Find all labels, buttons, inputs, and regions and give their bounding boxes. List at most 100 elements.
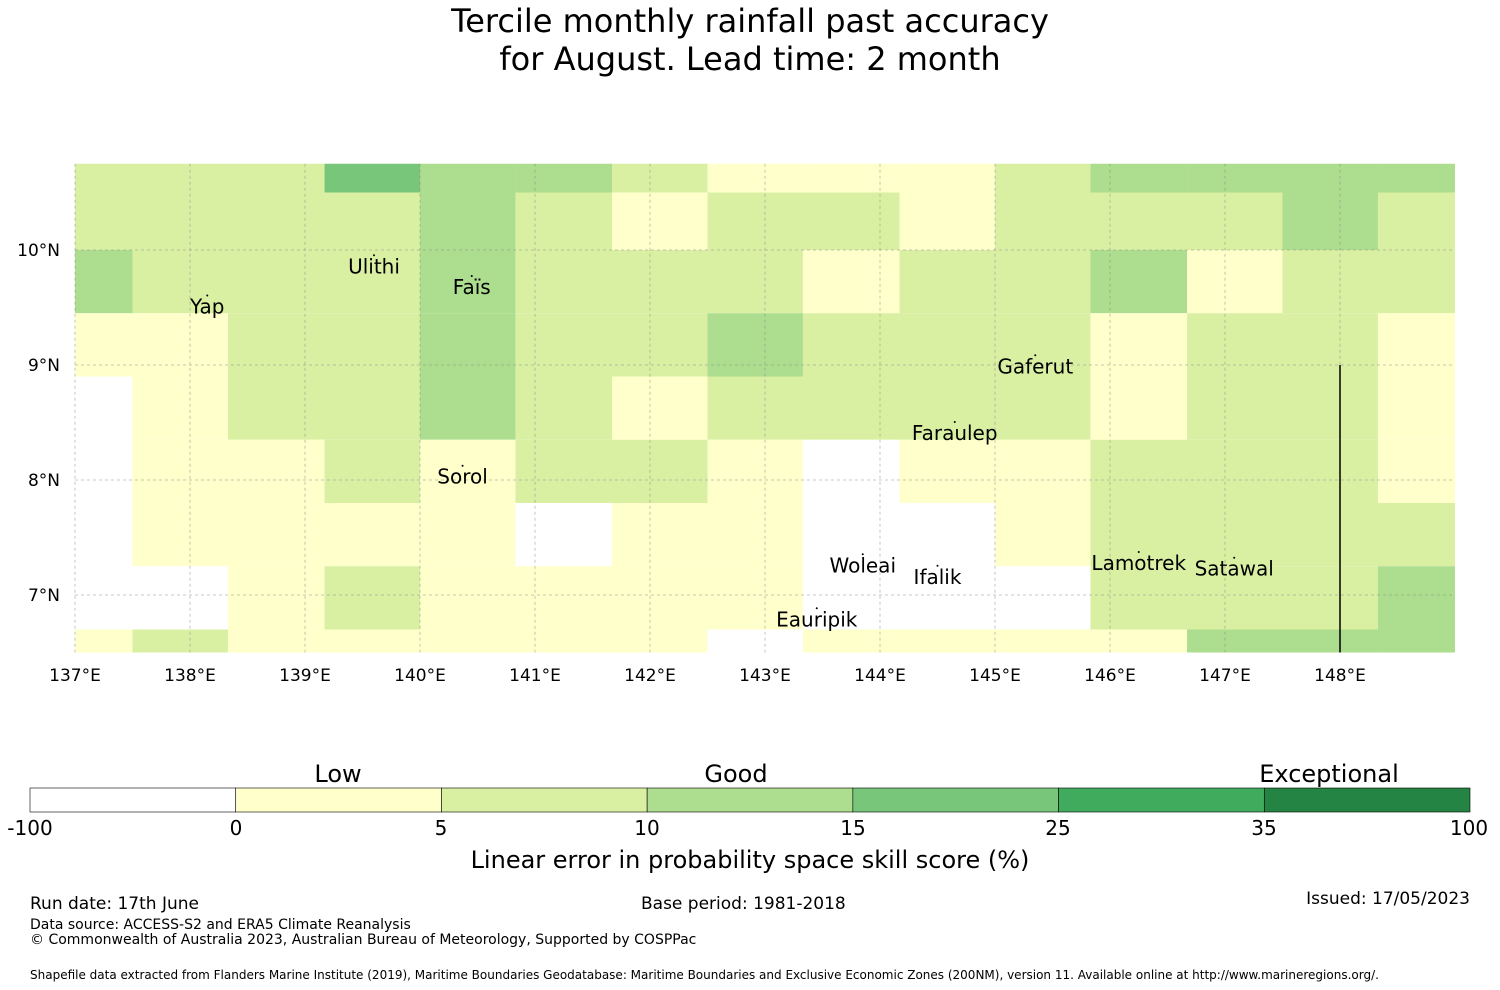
- grid-cell: [612, 192, 708, 250]
- island-label: Yap: [189, 295, 224, 319]
- chart-title: Tercile monthly rainfall past accuracy f…: [0, 2, 1500, 78]
- longitude-label: 145°E: [969, 666, 1021, 686]
- island-marker: [815, 607, 818, 610]
- grid-cell: [227, 439, 325, 503]
- grid-cell: [995, 629, 1091, 653]
- grid-cell: [707, 629, 803, 653]
- grid-cell: [1282, 376, 1378, 440]
- grid-cell: [802, 629, 900, 653]
- grid-cell: [227, 250, 325, 314]
- grid-cell: [75, 629, 133, 653]
- run-date: Run date: 17th June: [30, 894, 199, 914]
- grid-cell: [899, 629, 995, 653]
- grid-cell: [899, 503, 995, 567]
- colorbar-segment: [1058, 787, 1265, 813]
- island-marker: [1137, 550, 1140, 553]
- island-marker: [470, 274, 473, 277]
- grid-cell: [227, 192, 325, 250]
- grid-cell: [515, 376, 613, 440]
- colorbar-tick: 25: [1045, 816, 1071, 840]
- grid-cell: [1377, 503, 1455, 567]
- island-marker: [1034, 354, 1037, 357]
- data-source: Data source: ACCESS-S2 and ERA5 Climate …: [30, 917, 411, 933]
- colorbar-label-good: Good: [704, 760, 768, 788]
- grid-cell: [420, 250, 516, 314]
- grid-cell: [995, 566, 1091, 630]
- grid-cell: [1090, 439, 1188, 503]
- grid-cell: [75, 376, 133, 440]
- grid-cell: [1090, 313, 1188, 377]
- grid-cell: [324, 503, 420, 567]
- grid-cell: [802, 439, 900, 503]
- grid-cell: [612, 439, 708, 503]
- colorbar-label-exceptional: Exceptional: [1259, 760, 1399, 788]
- grid-cell: [1377, 163, 1455, 193]
- longitude-label: 141°E: [509, 666, 561, 686]
- grid-cell: [515, 503, 613, 567]
- grid-cell: [420, 163, 516, 193]
- grid-cell: [75, 439, 133, 503]
- copyright: © Commonwealth of Australia 2023, Austra…: [30, 932, 697, 948]
- grid-cell: [1187, 250, 1283, 314]
- grid-cell: [1187, 629, 1283, 653]
- grid-cell: [132, 250, 228, 314]
- island-marker: [461, 464, 464, 467]
- longitude-label: 140°E: [394, 666, 446, 686]
- island-label: Faïs: [453, 275, 491, 299]
- grid-cell: [132, 163, 228, 193]
- grid-cell: [899, 376, 995, 440]
- grid-cell: [132, 376, 228, 440]
- grid-cell: [1377, 439, 1455, 503]
- grid-cell: [420, 376, 516, 440]
- colorbar-title: Linear error in probability space skill …: [470, 846, 1030, 874]
- grid-cell: [1187, 163, 1283, 193]
- grid-cell: [324, 163, 420, 193]
- grid-cell: [612, 566, 708, 630]
- colorbar-tick: 10: [634, 816, 660, 840]
- grid-cell: [995, 192, 1091, 250]
- grid-cell: [1282, 439, 1378, 503]
- grid-cell: [802, 313, 900, 377]
- longitude-label: 137°E: [49, 666, 101, 686]
- grid-cell: [1090, 250, 1188, 314]
- longitude-label: 148°E: [1314, 666, 1366, 686]
- grid-cell: [227, 629, 325, 653]
- grid-cell: [420, 629, 516, 653]
- grid-cell: [995, 376, 1091, 440]
- grid-cell: [995, 163, 1091, 193]
- island-label: Lamotrek: [1091, 551, 1186, 575]
- grid-cell: [227, 313, 325, 377]
- title-line-2: for August. Lead time: 2 month: [499, 40, 1001, 78]
- grid-cell: [995, 313, 1091, 377]
- grid-cell: [324, 566, 420, 630]
- grid-cell: [707, 163, 803, 193]
- latitude-label: 8°N: [28, 471, 60, 491]
- colorbar-tick: -100: [7, 816, 53, 840]
- grid-cell: [1090, 503, 1188, 567]
- grid-cell: [899, 439, 995, 503]
- longitude-label: 146°E: [1084, 666, 1136, 686]
- grid-cell: [132, 313, 228, 377]
- grid-cell: [420, 313, 516, 377]
- grid-cell: [515, 192, 613, 250]
- grid-cell: [707, 439, 803, 503]
- latitude-label: 9°N: [28, 356, 60, 376]
- island-marker: [861, 553, 864, 556]
- island-marker: [206, 294, 209, 297]
- grid-cell: [612, 376, 708, 440]
- colorbar-segment: [29, 787, 237, 813]
- grid-cell: [132, 192, 228, 250]
- grid-cell: [802, 250, 900, 314]
- grid-cell: [1282, 192, 1378, 250]
- grid-cell: [899, 250, 995, 314]
- colorbar-segment: [1263, 787, 1471, 813]
- island-label: Faraulep: [912, 421, 998, 445]
- island-label: Ulithi: [348, 254, 400, 278]
- island-marker: [936, 564, 939, 567]
- grid-cell: [324, 376, 420, 440]
- colorbar-tick: 0: [229, 816, 243, 840]
- title-line-1: Tercile monthly rainfall past accuracy: [451, 2, 1049, 40]
- grid-cell: [1090, 629, 1188, 653]
- grid-cell: [995, 250, 1091, 314]
- grid-cell: [802, 566, 900, 630]
